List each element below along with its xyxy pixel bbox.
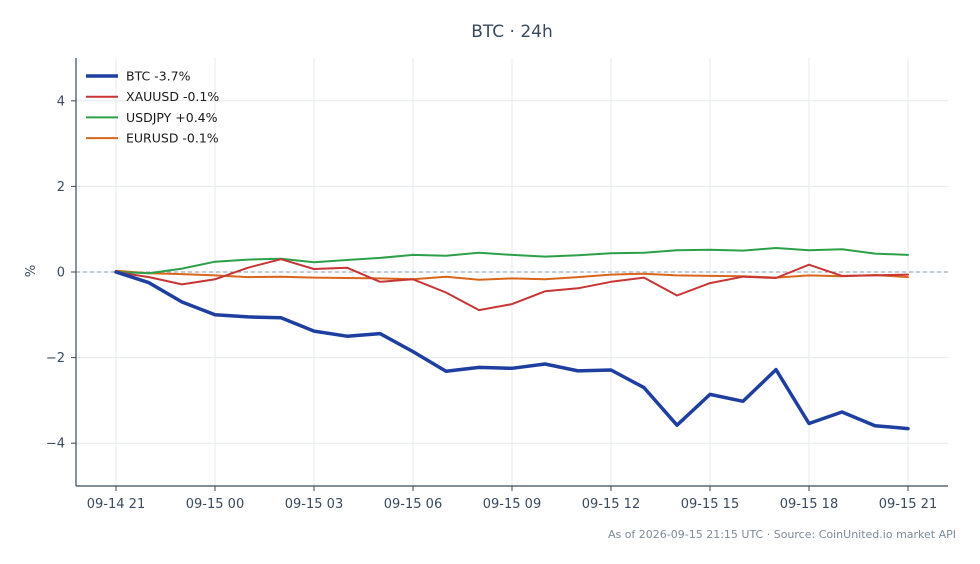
x-tick-label: 09-15 21 [879, 497, 937, 512]
series-line-usdjpy [115, 247, 909, 275]
y-axis-label: % [24, 265, 39, 277]
series-line-xauusd [115, 258, 909, 312]
legend: BTC -3.7% XAUUSD -0.1% USDJPY +0.4% EURUSD … [86, 69, 219, 146]
legend-label-btc: BTC -3.7% [126, 69, 191, 84]
x-tick-label: 09-14 21 [87, 497, 145, 512]
legend-label-usdjpy: USDJPY +0.4% [126, 110, 218, 125]
chart-title: BTC · 24h [471, 22, 553, 42]
y-tick-labels: 4 2 0 −2 −4 [46, 94, 65, 451]
x-tick-label: 09-15 09 [483, 497, 541, 512]
legend-label-xauusd: XAUUSD -0.1% [126, 89, 219, 104]
legend-label-eurusd: EURUSD -0.1% [126, 131, 219, 146]
x-tick-labels: 09-14 21 09-15 00 09-15 03 09-15 06 09-15 09… [87, 497, 937, 512]
footer-source-note: As of 2026-09-15 21:15 UTC · Source: Coi… [608, 528, 956, 541]
x-tick-label: 09-15 15 [681, 497, 739, 512]
y-tick-label: −4 [46, 437, 65, 452]
series-line-btc [114, 270, 910, 431]
x-tick-label: 09-15 06 [384, 497, 442, 512]
y-tick-label: 4 [57, 94, 65, 109]
x-tick-label: 09-15 00 [186, 497, 244, 512]
x-tick-label: 09-15 12 [582, 497, 640, 512]
y-tick-label: 2 [57, 180, 65, 195]
grid-lines [76, 58, 948, 486]
axes [71, 58, 948, 491]
x-tick-label: 09-15 18 [780, 497, 838, 512]
series-lines [114, 247, 910, 431]
y-tick-label: −2 [46, 351, 65, 366]
x-tick-label: 09-15 03 [285, 497, 343, 512]
y-tick-label: 0 [57, 266, 65, 281]
